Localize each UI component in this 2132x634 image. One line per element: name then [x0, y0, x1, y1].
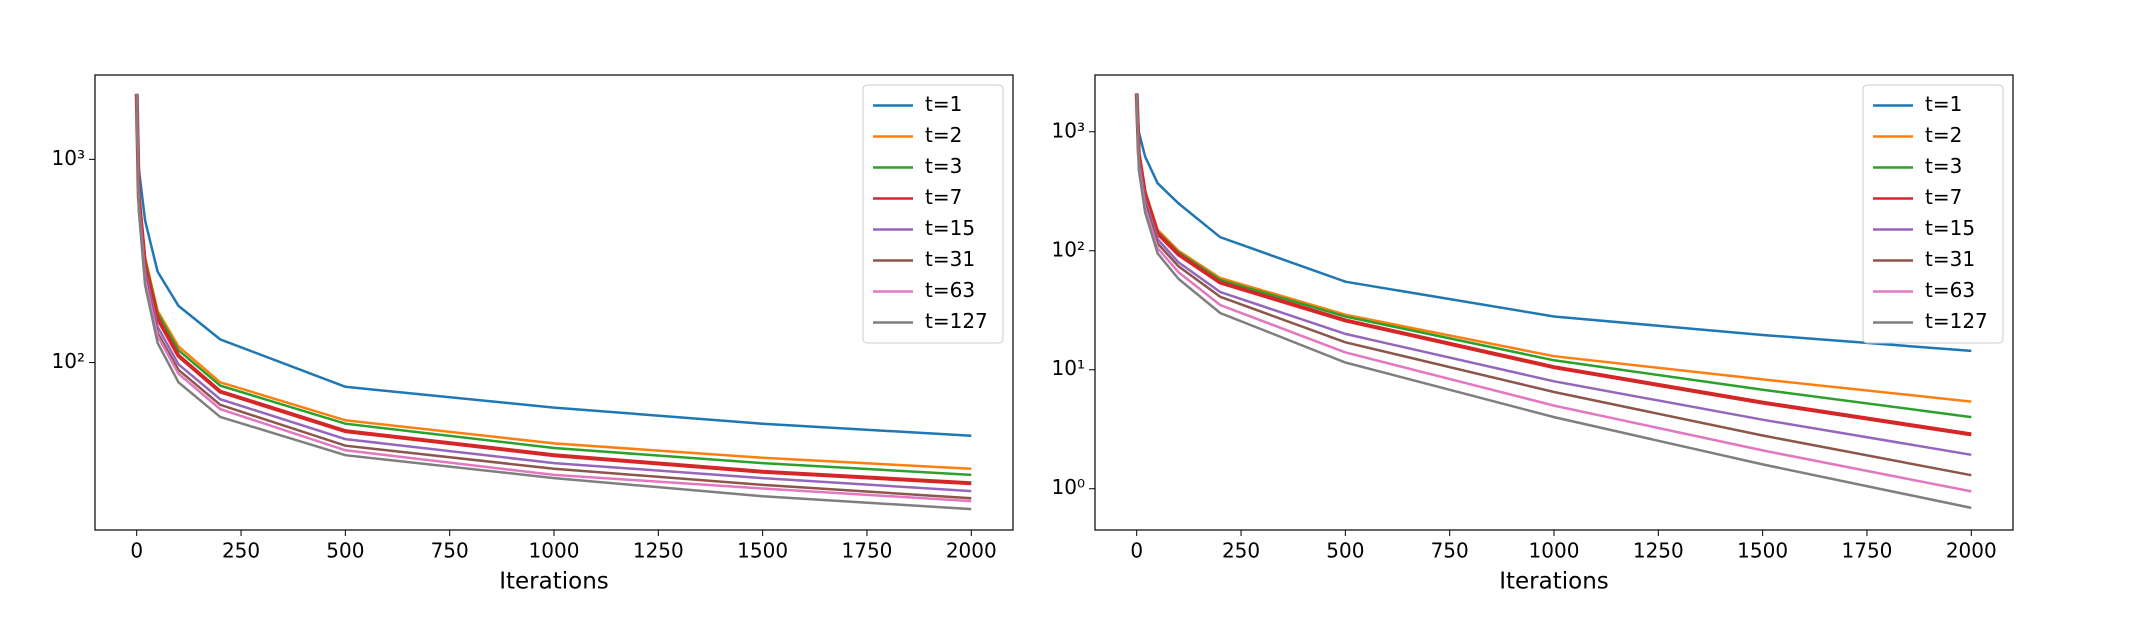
- x-tick-label: 250: [1222, 539, 1260, 563]
- legend-label: t=2: [925, 123, 962, 147]
- x-tick-label: 750: [431, 539, 469, 563]
- series-line: [135, 93, 972, 503]
- series-line: [135, 93, 972, 438]
- y-tick-label: 10³: [52, 146, 85, 170]
- legend-label: t=31: [925, 247, 975, 271]
- legend-label: t=127: [925, 309, 988, 333]
- legend-box: [1862, 84, 2004, 344]
- legend-label: t=63: [925, 278, 975, 302]
- series-line: [135, 93, 972, 511]
- series-line: [135, 93, 972, 500]
- y-tick-label: 10²: [1052, 237, 1085, 261]
- series-line: [1134, 93, 1972, 437]
- x-tick-label: 500: [1326, 539, 1364, 563]
- x-tick-label: 0: [1130, 539, 1143, 563]
- y-tick-label: 10⁰: [1052, 475, 1085, 499]
- legend-label: t=2: [1925, 123, 1962, 147]
- panel: 0 250 500 750 1000 1250 1500 1750 2000 10⁰ 10¹ 10² 1…: [1052, 74, 2014, 595]
- x-tick-label: 750: [1431, 539, 1469, 563]
- legend-label: t=127: [1925, 309, 1988, 333]
- series-line: [1135, 93, 1972, 353]
- x-tick-label: 1500: [737, 539, 788, 563]
- x-tick-label: 0: [130, 539, 143, 563]
- legend-label: t=1: [925, 92, 962, 116]
- legend-label: t=3: [925, 154, 962, 178]
- legend-label: t=1: [1925, 92, 1962, 116]
- y-tick-label: 10¹: [1052, 356, 1085, 380]
- legend-label: t=15: [925, 216, 975, 240]
- legend-box: [862, 84, 1004, 344]
- x-tick-label: 1000: [529, 539, 580, 563]
- series-line: [1135, 93, 1972, 403]
- x-tick-label: 1250: [1633, 539, 1684, 563]
- x-tick-label: 2000: [946, 539, 997, 563]
- legend-label: t=15: [1925, 216, 1975, 240]
- x-axis-label: Iterations: [499, 569, 609, 595]
- legend-label: t=63: [1925, 278, 1975, 302]
- legend: t=1 t=2 t=3 t=7 t=15 t=31 t=63 t=127: [1862, 84, 2004, 344]
- x-tick-label: 1250: [633, 539, 684, 563]
- y-tick-label: 10³: [1052, 118, 1085, 142]
- x-tick-label: 1750: [842, 539, 893, 563]
- x-axis-label: Iterations: [1499, 569, 1609, 595]
- legend: t=1 t=2 t=3 t=7 t=15 t=31 t=63 t=127: [862, 84, 1004, 344]
- series-line: [134, 93, 972, 486]
- x-tick-label: 1500: [1737, 539, 1788, 563]
- x-tick-label: 2000: [1946, 539, 1997, 563]
- x-tick-label: 500: [326, 539, 364, 563]
- x-tick-label: 1000: [1529, 539, 1580, 563]
- x-tick-label: 1750: [1842, 539, 1893, 563]
- series-line: [135, 93, 972, 493]
- y-tick-label: 10²: [52, 349, 85, 373]
- legend-label: t=7: [925, 185, 962, 209]
- legend-label: t=3: [1925, 154, 1962, 178]
- legend-label: t=7: [1925, 185, 1962, 209]
- legend-label: t=31: [1925, 247, 1975, 271]
- panel: 0 250 500 750 1000 1250 1500 1750 2000 10² 10³ Iter…: [52, 74, 1014, 595]
- x-tick-label: 250: [222, 539, 260, 563]
- series-line: [1135, 93, 1972, 510]
